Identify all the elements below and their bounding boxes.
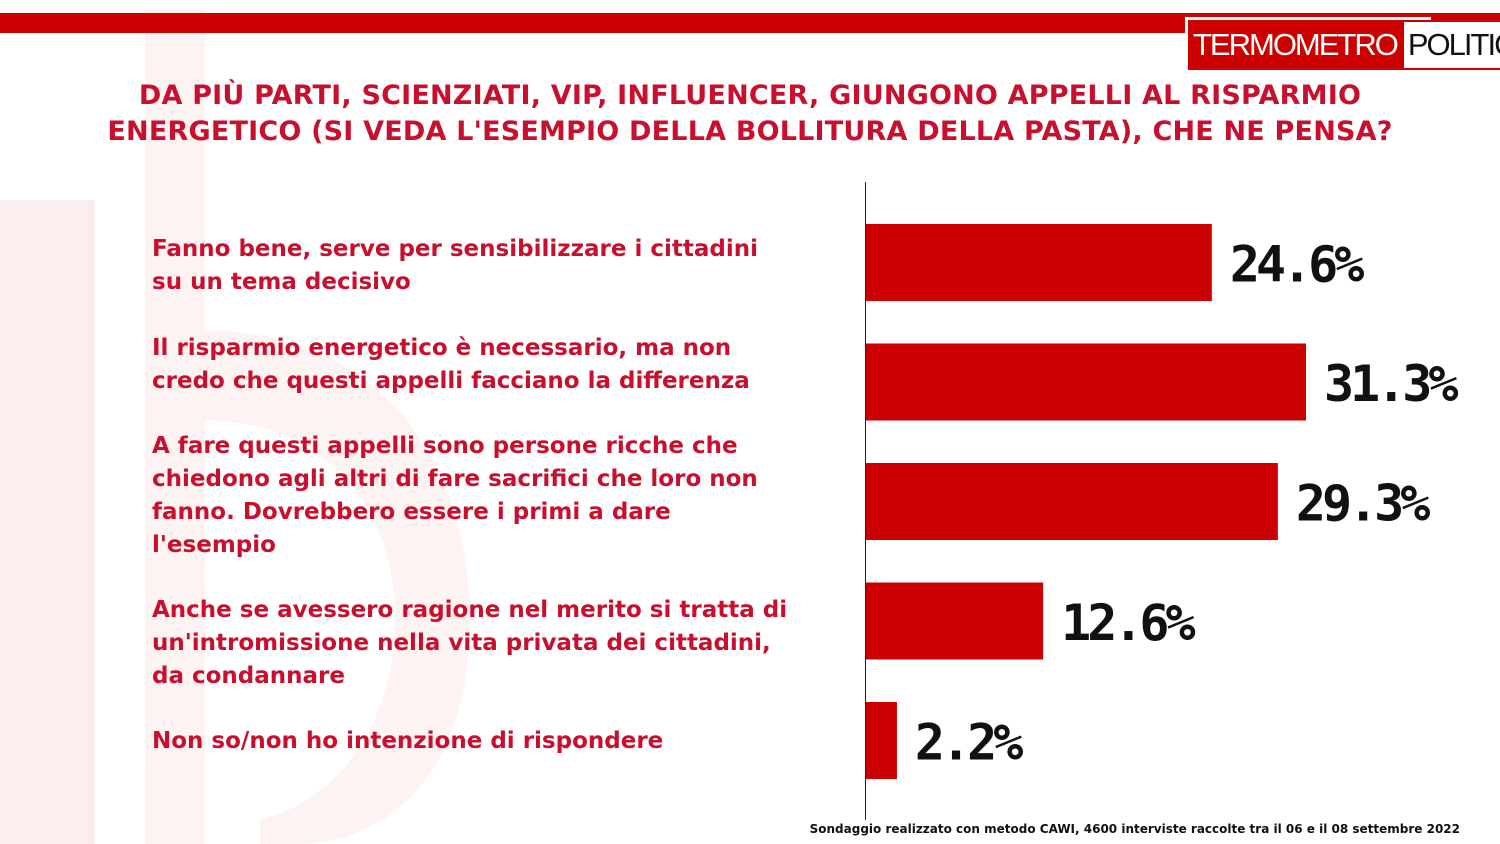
answer-3-line-2: chiedono agli altri di fare sacrifici ch…	[152, 466, 758, 492]
bar-value-label-1: 24.6%	[1230, 236, 1364, 294]
bar-value-label-2: 31.3%	[1324, 355, 1458, 413]
survey-footnote: Sondaggio realizzato con metodo CAWI, 46…	[809, 822, 1460, 836]
bar-2	[866, 343, 1306, 421]
bar-1	[866, 224, 1212, 301]
top-red-bar	[0, 13, 1500, 33]
answer-label-4: Anche se avessero ragione nel merito si …	[152, 594, 852, 693]
logo-left-text: TERMOMETRO	[1188, 20, 1402, 70]
bar-value-label-5: 2.2%	[915, 714, 1023, 772]
answer-4-line-3: da condannare	[152, 663, 345, 689]
answer-4-line-2: un'intromissione nella vita privata dei …	[152, 630, 771, 656]
answer-label-2: Il risparmio energetico è necessario, ma…	[152, 332, 852, 398]
answer-4-line-1: Anche se avessero ragione nel merito si …	[152, 597, 788, 623]
bar-3	[866, 463, 1278, 540]
answer-3-line-3: fanno. Dovrebbero essere i primi a dare	[152, 499, 671, 525]
answer-2-line-1: Il risparmio energetico è necessario, ma…	[152, 335, 732, 361]
answer-1-line-2: su un tema decisivo	[152, 269, 411, 295]
answer-5-line-1: Non so/non ho intenzione di rispondere	[152, 728, 664, 754]
answer-1-line-1: Fanno bene, serve per sensibilizzare i c…	[152, 236, 758, 262]
answer-3-line-4: l'esempio	[152, 532, 276, 558]
answer-2-line-2: credo che questi appelli facciano la dif…	[152, 368, 750, 394]
answer-label-1: Fanno bene, serve per sensibilizzare i c…	[152, 233, 852, 299]
title-line-1: DA PIÙ PARTI, SCIENZIATI, VIP, INFLUENCE…	[138, 80, 1362, 111]
answer-label-3: A fare questi appelli sono persone ricch…	[152, 430, 852, 562]
logo-right-text: POLITICO	[1401, 20, 1500, 70]
answer-label-5: Non so/non ho intenzione di rispondere	[152, 725, 852, 758]
termometro-politico-logo: TERMOMETRO POLITICO	[1188, 20, 1500, 70]
chart-title: DA PIÙ PARTI, SCIENZIATI, VIP, INFLUENCE…	[20, 78, 1480, 150]
bar-value-label-4: 12.6%	[1061, 594, 1195, 652]
bar-5	[866, 702, 897, 779]
bar-4	[866, 582, 1044, 660]
title-line-2: ENERGETICO (SI VEDA L'ESEMPIO DELLA BOLL…	[107, 116, 1393, 147]
answer-3-line-1: A fare questi appelli sono persone ricch…	[152, 433, 738, 459]
bar-value-label-3: 29.3%	[1296, 475, 1430, 533]
